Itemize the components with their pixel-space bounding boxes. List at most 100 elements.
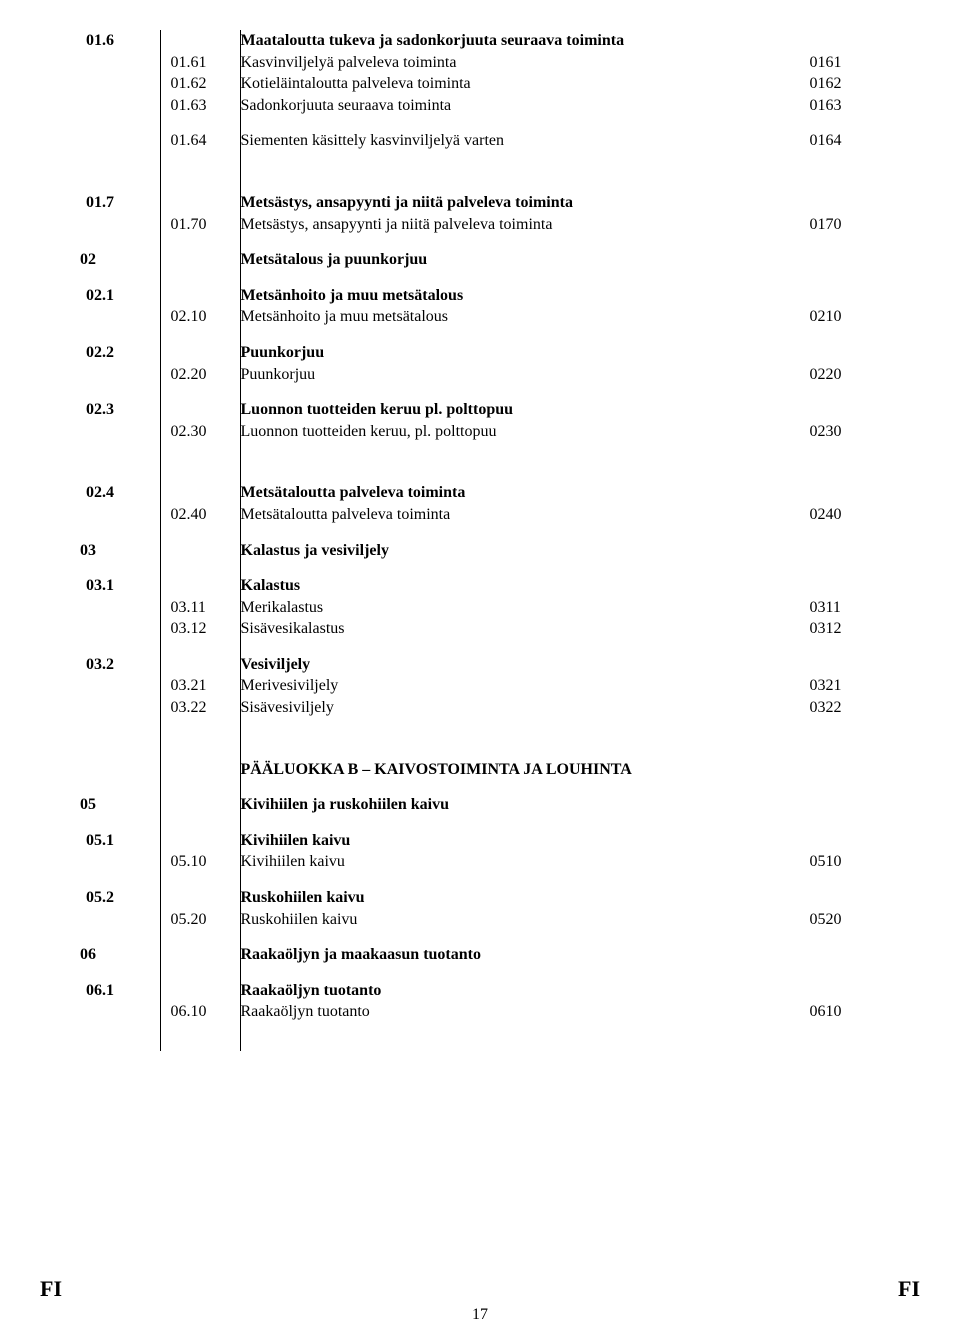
col-description: Metsätaloutta palveleva toiminta — [240, 504, 810, 526]
col-description: Metsänhoito ja muu metsätalous — [240, 306, 810, 328]
col-code-1 — [80, 697, 160, 719]
col-description: Luonnon tuotteiden keruu, pl. polttopuu — [240, 421, 810, 443]
table-row — [80, 328, 880, 342]
cell-text: Kotieläintaloutta palveleva toiminta — [241, 75, 471, 92]
col-code-1: 03.1 — [80, 575, 160, 597]
cell-text: 0210 — [810, 308, 842, 325]
col-code-2: 01.70 — [160, 214, 240, 236]
col-code-2: 02.30 — [160, 421, 240, 443]
col-code-1: 03 — [80, 540, 160, 562]
col-description: Sisävesiviljely — [240, 697, 810, 719]
table-row — [80, 271, 880, 285]
col-code-2 — [160, 482, 240, 504]
cell-text: Vesiviljely — [241, 656, 311, 673]
cell-text: 05.2 — [86, 889, 114, 906]
cell-text: Siementen käsittely kasvinviljelyä varte… — [241, 132, 504, 149]
col-numcode: 0163 — [810, 95, 880, 117]
table-row: 03.12Sisävesikalastus0312 — [80, 618, 880, 640]
col-code-1 — [80, 130, 160, 152]
col-code-2 — [160, 654, 240, 676]
col-description: Kivihiilen ja ruskohiilen kaivu — [240, 794, 810, 816]
cell-text: 01.62 — [171, 75, 207, 92]
col-numcode: 0170 — [810, 214, 880, 236]
cell-text: Ruskohiilen kaivu — [241, 889, 365, 906]
cell-text: 06 — [80, 946, 96, 963]
table-row: 01.7 Metsästys, ansapyynti ja niitä palve… — [80, 192, 880, 214]
col-description: Maataloutta tukeva ja sadonkorjuuta seur… — [240, 30, 810, 52]
cell-text: Metsätaloutta palveleva toiminta — [241, 506, 451, 523]
cell-text: Raakaöljyn ja maakaasun tuotanto — [241, 946, 481, 963]
col-description: Raakaöljyn tuotanto — [240, 1001, 810, 1023]
col-numcode — [810, 192, 880, 214]
col-numcode — [810, 482, 880, 504]
col-code-1 — [80, 52, 160, 74]
col-code-2: 03.21 — [160, 675, 240, 697]
col-code-1 — [80, 306, 160, 328]
col-numcode — [810, 30, 880, 52]
cell-text: Kasvinviljelyä palveleva toiminta — [241, 54, 457, 71]
cell-text: 05 — [80, 796, 96, 813]
col-numcode — [810, 759, 880, 781]
table-row: 01.63Sadonkorjuuta seuraava toiminta 0163 — [80, 95, 880, 117]
cell-text: 0220 — [810, 366, 842, 383]
col-description: Kalastus ja vesiviljely — [240, 540, 810, 562]
table-row: 03.1Kalastus — [80, 575, 880, 597]
col-code-2: 01.63 — [160, 95, 240, 117]
col-code-2 — [160, 30, 240, 52]
cell-text: 06.1 — [86, 982, 114, 999]
col-description: Raakaöljyn tuotanto — [240, 980, 810, 1002]
cell-text: Merikalastus — [241, 599, 324, 616]
table-row: 02.20Puunkorjuu0220 — [80, 364, 880, 386]
col-code-1 — [80, 214, 160, 236]
cell-text: 02.1 — [86, 287, 114, 304]
col-numcode: 0240 — [810, 504, 880, 526]
col-numcode: 0312 — [810, 618, 880, 640]
table-row — [80, 873, 880, 887]
cell-text: Luonnon tuotteiden keruu pl. polttopuu — [241, 401, 514, 418]
cell-text: Sadonkorjuuta seuraava toiminta — [241, 97, 452, 114]
col-description: Kivihiilen kaivu — [240, 851, 810, 873]
cell-text: Metsästys, ansapyynti ja niitä palveleva… — [241, 194, 573, 211]
col-code-2 — [160, 342, 240, 364]
col-code-1: 03.2 — [80, 654, 160, 676]
col-code-1: 01.7 — [80, 192, 160, 214]
cell-text: 0312 — [810, 620, 842, 637]
col-description: Ruskohiilen kaivu — [240, 909, 810, 931]
table-row — [80, 526, 880, 540]
cell-text: 0162 — [810, 75, 842, 92]
col-code-2 — [160, 399, 240, 421]
col-description: Ruskohiilen kaivu — [240, 887, 810, 909]
table-row: PÄÄLUOKKA B – KAIVOSTOIMINTA JA LOUHINTA — [80, 759, 880, 781]
table-row — [80, 1023, 880, 1051]
cell-text: 03.21 — [171, 677, 207, 694]
col-numcode — [810, 285, 880, 307]
cell-text: 0164 — [810, 132, 842, 149]
cell-text: Kalastus ja vesiviljely — [241, 542, 389, 559]
table-row: 03.11Merikalastus0311 — [80, 597, 880, 619]
col-code-2 — [160, 830, 240, 852]
col-code-1 — [80, 73, 160, 95]
cell-text: 02.30 — [171, 423, 207, 440]
col-description: Metsästys, ansapyynti ja niitä palveleva… — [240, 214, 810, 236]
document-page: 01.6Maataloutta tukeva ja sadonkorjuuta … — [0, 0, 960, 1320]
col-code-1 — [80, 675, 160, 697]
table-row — [80, 561, 880, 575]
col-code-1: 02.3 — [80, 399, 160, 421]
col-code-1: 05.1 — [80, 830, 160, 852]
footer-page-number: 17 — [0, 1306, 960, 1324]
col-code-2 — [160, 192, 240, 214]
table-row — [80, 442, 880, 482]
col-code-2: 03.11 — [160, 597, 240, 619]
col-description: Merivesiviljely — [240, 675, 810, 697]
table-row — [80, 966, 880, 980]
col-code-2 — [160, 759, 240, 781]
cell-text: 02.4 — [86, 484, 114, 501]
col-code-1: 06 — [80, 944, 160, 966]
col-numcode: 0610 — [810, 1001, 880, 1023]
col-description: Raakaöljyn ja maakaasun tuotanto — [240, 944, 810, 966]
col-code-1: 06.1 — [80, 980, 160, 1002]
cell-text: 0163 — [810, 97, 842, 114]
col-numcode — [810, 575, 880, 597]
cell-text: Merivesiviljely — [241, 677, 339, 694]
table-row: 06.10Raakaöljyn tuotanto0610 — [80, 1001, 880, 1023]
